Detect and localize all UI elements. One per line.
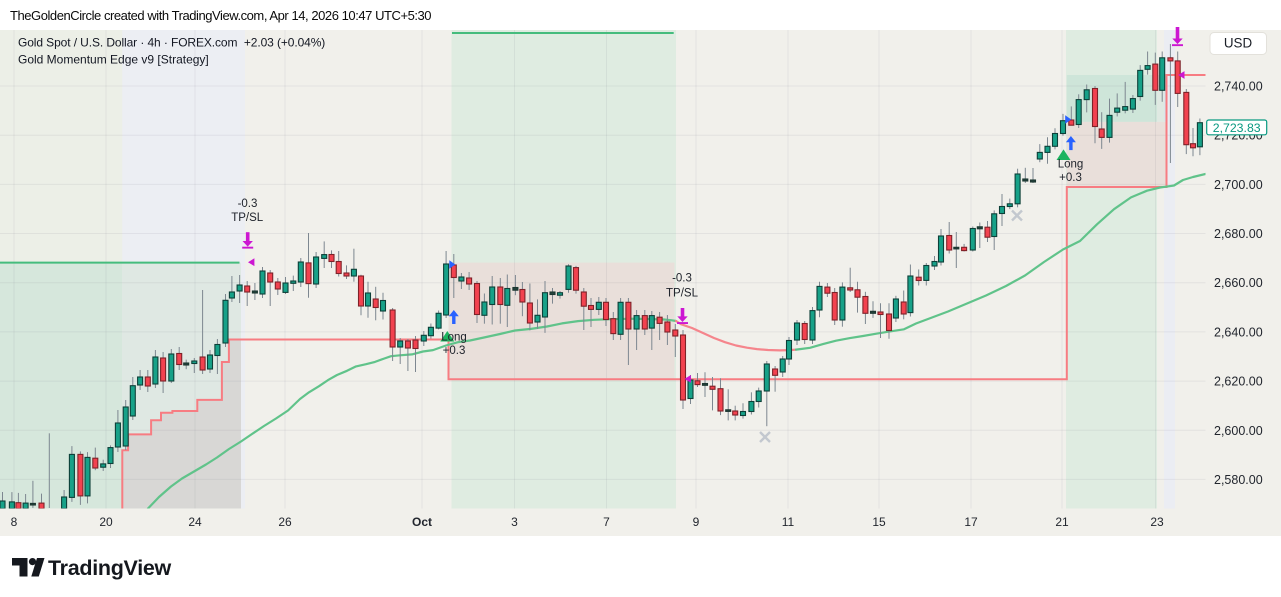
- svg-text:17: 17: [964, 515, 978, 529]
- svg-text:TP/SL: TP/SL: [666, 288, 699, 300]
- svg-text:USD: USD: [1224, 35, 1253, 50]
- svg-text:2,620.00: 2,620.00: [1214, 375, 1263, 389]
- svg-text:11: 11: [782, 515, 795, 529]
- svg-text:TradingView: TradingView: [48, 556, 172, 580]
- svg-text:9: 9: [693, 515, 700, 529]
- svg-text:23: 23: [1150, 515, 1164, 529]
- svg-text:24: 24: [188, 515, 202, 529]
- svg-text:2,740.00: 2,740.00: [1214, 80, 1263, 94]
- svg-text:Long: Long: [1058, 159, 1084, 171]
- svg-text:2,600.00: 2,600.00: [1214, 424, 1263, 438]
- svg-text:26: 26: [278, 515, 292, 529]
- svg-text:2,723.83: 2,723.83: [1213, 121, 1261, 135]
- svg-text:2,680.00: 2,680.00: [1214, 227, 1263, 241]
- svg-text:Oct: Oct: [412, 515, 432, 529]
- svg-text:TheGoldenCircle created with T: TheGoldenCircle created with TradingView…: [10, 8, 431, 23]
- svg-text:-0.3: -0.3: [238, 198, 258, 210]
- svg-text:Gold Spot / U.S. Dollar · 4h ·: Gold Spot / U.S. Dollar · 4h · FOREX.com…: [18, 36, 325, 50]
- svg-text:2,580.00: 2,580.00: [1214, 473, 1263, 487]
- svg-text:2,700.00: 2,700.00: [1214, 178, 1263, 192]
- svg-text:2,660.00: 2,660.00: [1214, 276, 1263, 290]
- svg-text:Long: Long: [441, 332, 467, 344]
- svg-text:-0.3: -0.3: [672, 273, 692, 285]
- svg-text:21: 21: [1055, 515, 1069, 529]
- svg-text:+0.3: +0.3: [1059, 172, 1082, 184]
- svg-text:Gold Momentum Edge v9 [Strateg: Gold Momentum Edge v9 [Strategy]: [18, 53, 209, 67]
- svg-text:15: 15: [872, 515, 886, 529]
- svg-text:20: 20: [99, 515, 113, 529]
- svg-text:8: 8: [11, 515, 18, 529]
- svg-text:3: 3: [511, 515, 518, 529]
- svg-text:+0.3: +0.3: [443, 345, 466, 357]
- svg-text:TP/SL: TP/SL: [231, 212, 264, 224]
- svg-text:2,640.00: 2,640.00: [1214, 325, 1263, 339]
- svg-text:7: 7: [603, 515, 610, 529]
